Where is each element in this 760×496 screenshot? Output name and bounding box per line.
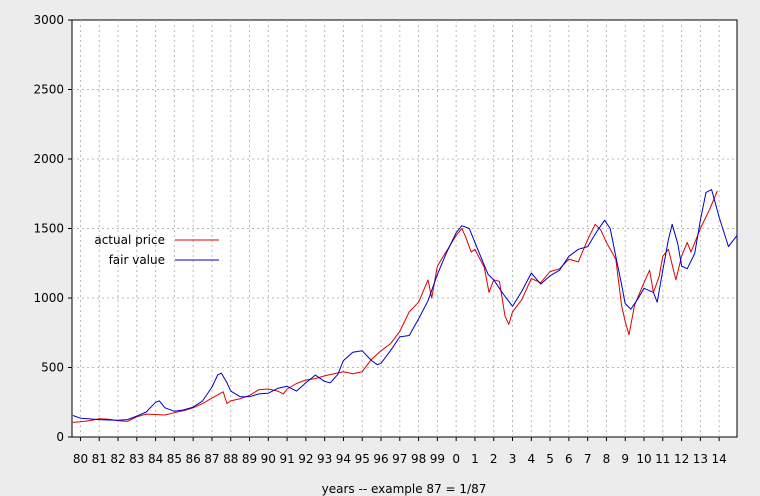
x-tick-label: 6	[565, 452, 573, 466]
x-tick-label: 80	[73, 452, 88, 466]
x-tick-label: 85	[167, 452, 182, 466]
x-tick-label: 91	[279, 452, 294, 466]
y-tick-label: 500	[41, 361, 64, 375]
x-tick-label: 11	[655, 452, 670, 466]
x-tick-label: 92	[298, 452, 313, 466]
x-tick-label: 82	[110, 452, 125, 466]
x-tick-label: 88	[223, 452, 238, 466]
x-tick-label: 94	[336, 452, 351, 466]
x-tick-label: 10	[636, 452, 651, 466]
y-tick-label: 2000	[33, 152, 64, 166]
x-tick-label: 96	[373, 452, 388, 466]
x-tick-label: 87	[204, 452, 219, 466]
x-tick-label: 83	[129, 452, 144, 466]
legend: actual price fair value	[94, 233, 219, 267]
x-tick-label: 86	[186, 452, 201, 466]
x-tick-label: 5	[546, 452, 554, 466]
x-tick-label: 8	[603, 452, 611, 466]
x-tick-label: 93	[317, 452, 332, 466]
x-tick-label: 99	[430, 452, 445, 466]
x-tick-label: 9	[621, 452, 629, 466]
x-tick-label: 98	[411, 452, 426, 466]
x-tick-label: 4	[527, 452, 535, 466]
x-tick-label: 1	[471, 452, 479, 466]
x-tick-label: 14	[712, 452, 727, 466]
grid	[72, 20, 737, 437]
x-tick-label: 3	[509, 452, 517, 466]
y-tick-label: 3000	[33, 13, 64, 27]
y-tick-label: 1000	[33, 291, 64, 305]
y-tick-label: 1500	[33, 222, 64, 236]
x-tick-label: 90	[261, 452, 276, 466]
x-tick-label: 12	[674, 452, 689, 466]
x-tick-label: 81	[92, 452, 107, 466]
y-tick-label: 2500	[33, 83, 64, 97]
y-axis: 0 500 1000 1500 2000 2500 3000	[33, 13, 72, 444]
x-tick-label: 97	[392, 452, 407, 466]
x-tick-label: 7	[584, 452, 592, 466]
x-tick-label: 2	[490, 452, 498, 466]
x-axis: 80 81 82 83 84 85 86 87 88 89 90 91 92 93 94 95 96 97 98 99…	[73, 437, 727, 466]
y-tick-label: 0	[56, 430, 64, 444]
legend-label: fair value	[109, 253, 165, 267]
legend-label: actual price	[94, 233, 165, 247]
series-line-fair-value	[72, 189, 738, 421]
x-tick-label: 13	[693, 452, 708, 466]
x-tick-label: 84	[148, 452, 163, 466]
x-tick-label: 89	[242, 452, 257, 466]
x-axis-label: years -- example 87 = 1/87	[322, 482, 487, 496]
x-tick-label: 0	[452, 452, 460, 466]
x-tick-label: 95	[355, 452, 370, 466]
series-lines	[72, 189, 738, 423]
series-line-actual-price	[72, 190, 718, 423]
